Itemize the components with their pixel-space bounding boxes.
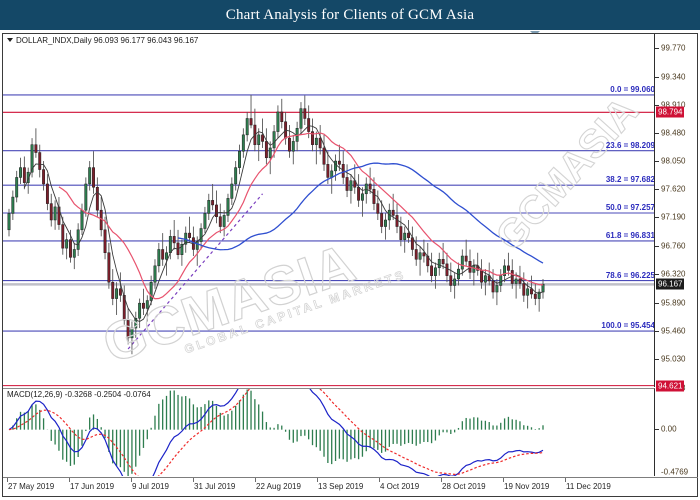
macd-chart-canvas xyxy=(8,389,544,476)
date-axis-tick: 28 Oct 2019 xyxy=(442,482,486,491)
price-axis-tick: 98.480 xyxy=(661,128,686,138)
price-axis-tick: 98.910 xyxy=(661,100,686,110)
fib-label-50-0: 50.0 = 97.257 xyxy=(605,202,655,212)
price-axis-tick: 96.320 xyxy=(661,269,686,279)
axis-tick-mark xyxy=(565,478,566,482)
price-axis-tick: 96.760 xyxy=(661,241,686,251)
symbol-info[interactable]: DOLLAR_INDX,Daily 96.093 96.177 96.043 9… xyxy=(7,36,198,45)
date-axis-tick: 22 Aug 2019 xyxy=(256,482,301,491)
axis-tick-mark xyxy=(655,245,659,247)
price-axis-tick: 98.050 xyxy=(661,156,686,166)
date-axis-tick: 9 Jul 2019 xyxy=(132,482,169,491)
axis-tick-mark xyxy=(655,302,659,304)
macd-info[interactable]: MACD(12,26,9) -0.3268 -0.2504 -0.0764 xyxy=(7,390,151,399)
axis-tick-mark xyxy=(317,478,318,482)
axis-tick-mark xyxy=(379,478,380,482)
axis-tick-mark xyxy=(7,478,8,482)
axis-tick-mark xyxy=(655,132,659,134)
window-title-bar: Chart Analysis for Clients of GCM Asia xyxy=(0,0,700,30)
price-axis[interactable]: 99.770 99.340 98.910 98.480 98.050 97.620 97.1… xyxy=(655,34,698,476)
axis-tick-mark xyxy=(655,76,659,78)
fib-label-61-8: 61.8 = 96.831 xyxy=(605,230,655,240)
macd-axis-tick: 0.00 xyxy=(661,424,677,434)
macd-axis-tick: -0.4769 xyxy=(661,467,689,477)
axis-tick-mark xyxy=(655,161,659,163)
date-axis-tick: 4 Oct 2019 xyxy=(380,482,420,491)
price-marker-badge: 96.167 xyxy=(656,278,685,290)
axis-tick-mark xyxy=(655,358,659,360)
symbol-info-label: DOLLAR_INDX,Daily 96.093 96.177 96.043 9… xyxy=(16,36,199,45)
axis-tick-mark xyxy=(441,478,442,482)
axis-tick-mark xyxy=(655,217,659,219)
axis-tick-mark xyxy=(655,189,659,191)
axis-tick-mark xyxy=(655,104,659,106)
price-pane[interactable]: DOLLAR_INDX,Daily 96.093 96.177 96.043 9… xyxy=(3,34,655,387)
date-axis-tick: 19 Nov 2019 xyxy=(504,482,550,491)
macd-info-label: MACD(12,26,9) -0.3268 -0.2504 -0.0764 xyxy=(7,390,151,399)
macd-pane[interactable]: MACD(12,26,9) -0.3268 -0.2504 -0.0764 xyxy=(3,388,655,476)
axis-tick-mark xyxy=(655,428,659,430)
date-axis-tick: 11 Dec 2019 xyxy=(566,482,611,491)
date-axis-tick: 27 May 2019 xyxy=(8,482,55,491)
price-axis-tick: 97.190 xyxy=(661,212,686,222)
axis-tick-mark xyxy=(655,48,659,50)
fib-label-0-0: 0.0 = 99.060 xyxy=(610,84,655,94)
price-axis-tick: 99.770 xyxy=(661,43,686,53)
axis-tick-mark xyxy=(193,478,194,482)
axis-tick-mark xyxy=(69,478,70,482)
fib-label-38-2: 38.2 = 97.682 xyxy=(605,175,655,185)
price-marker-badge: 98.794 xyxy=(656,106,685,118)
axis-tick-mark xyxy=(655,274,659,276)
price-axis-tick: 95.890 xyxy=(661,298,686,308)
caret-down-icon[interactable] xyxy=(7,38,13,42)
chart-frame: DOLLAR_INDX,Daily 96.093 96.177 96.043 9… xyxy=(2,33,698,497)
axis-tick-mark xyxy=(131,478,132,482)
page-title: Chart Analysis for Clients of GCM Asia xyxy=(225,6,475,23)
fib-label-23-6: 23.6 = 98.209 xyxy=(605,140,655,150)
price-axis-tick: 95.030 xyxy=(661,354,686,364)
date-axis-tick: 13 Sep 2019 xyxy=(318,482,364,491)
price-chart-canvas xyxy=(3,94,654,387)
price-axis-tick: 97.620 xyxy=(661,184,686,194)
price-axis-tick: 99.340 xyxy=(661,72,686,82)
price-axis-tick: 95.460 xyxy=(661,326,686,336)
date-axis-tick: 17 Jun 2019 xyxy=(70,482,115,491)
axis-tick-mark xyxy=(655,330,659,332)
fib-label-78-6: 78.6 = 96.225 xyxy=(605,270,655,280)
axis-tick-mark xyxy=(503,478,504,482)
date-axis-tick: 31 Jul 2019 xyxy=(194,482,236,491)
date-axis[interactable]: 27 May 2019 17 Jun 2019 9 Jul 2019 31 Jul 2… xyxy=(3,477,698,497)
price-marker-badge: 94.621 xyxy=(656,380,685,392)
fib-label-100-0: 100.0 = 95.454 xyxy=(601,321,655,331)
axis-tick-mark xyxy=(255,478,256,482)
